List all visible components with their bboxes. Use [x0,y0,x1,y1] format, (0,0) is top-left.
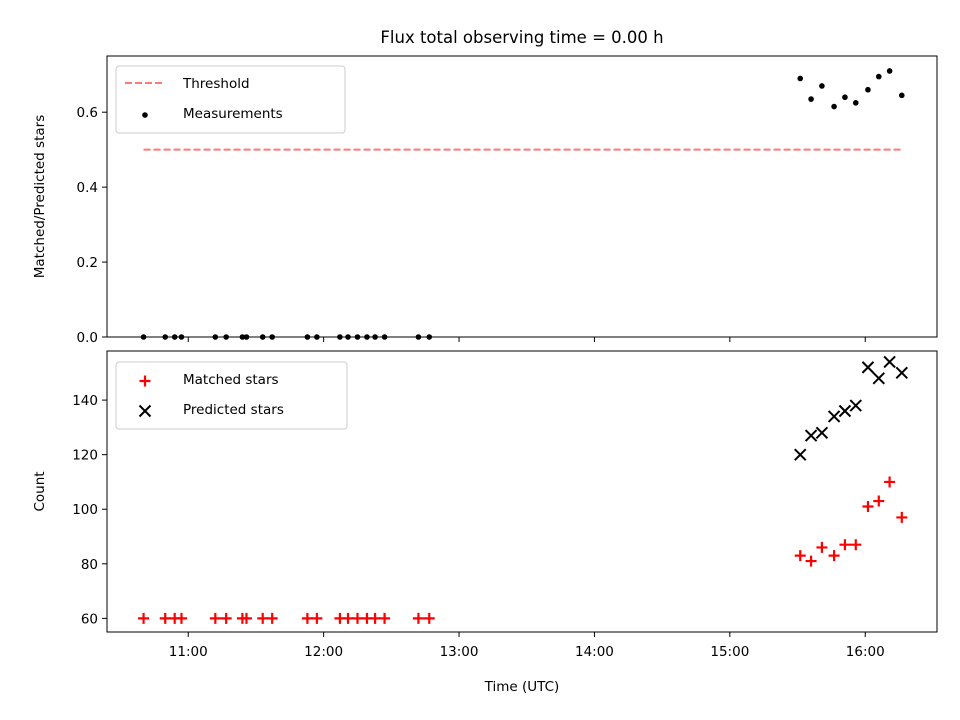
legend-entry-label: Threshold [182,76,250,92]
x-tick-label: 13:00 [440,644,479,660]
y-axis-label: Count [32,471,48,511]
legend-entry-label: Matched stars [183,372,279,388]
measurement-point [875,73,882,80]
matched-stars-point [828,550,840,562]
legend-x-swatch [138,404,152,418]
x-tick-label: 15:00 [710,644,749,660]
matched-stars-point [805,555,817,567]
matched-stars-point [862,501,874,513]
x-tick-label: 11:00 [169,644,208,660]
measurement-point [797,75,804,82]
x-tick-label: 14:00 [575,644,614,660]
series-predicted-stars [794,355,909,461]
matched-stars-point [138,612,150,624]
y-tick-label: 0.4 [77,180,98,196]
matched-stars-point [257,612,269,624]
matched-stars-point [839,539,851,551]
measurement-point [808,96,814,102]
y-tick-label: 0.6 [77,105,98,121]
matched-stars-point [816,541,828,553]
legend: Matched stars Predicted stars [115,361,348,430]
matched-stars-point [369,612,381,624]
predicted-stars-point [804,429,818,442]
measurement-point [886,68,893,74]
y-tick-label: 140 [72,393,98,409]
measurement-point [852,100,859,106]
predicted-stars-point [861,361,875,374]
matched-stars-point [311,612,323,624]
y-tick-label: 60 [81,611,98,627]
y-tick-label: 80 [81,557,98,573]
measurement-point [819,83,825,89]
series-matched-stars [138,476,908,624]
plot-frame [106,350,938,633]
matched-stars-point [412,612,424,624]
predicted-stars-point [815,426,829,440]
matched-stars-point [873,495,885,507]
matched-stars-point [794,550,806,562]
legend-plus-swatch [139,375,151,387]
predicted-stars-point [872,372,885,385]
legend-box [115,361,348,430]
measurement-point [831,103,837,110]
matched-stars-point [209,612,221,624]
predicted-stars-point [895,366,909,380]
legend-entry-label: Predicted stars [183,402,284,418]
measurement-point [842,94,848,101]
matched-stars-point [342,612,354,624]
plot-frame [106,55,938,338]
legend-dot-swatch [142,112,148,118]
legend: Threshold Measurements [115,65,346,134]
predicted-stars-point [827,410,841,423]
matched-stars-point [351,612,363,624]
matched-stars-point [240,612,252,624]
matched-stars-point [379,612,391,624]
matched-stars-point [301,612,313,624]
matched-stars-point [220,612,232,624]
measurement-point [898,92,905,99]
y-tick-label: 0.2 [77,255,98,271]
matched-stars-point [266,612,278,624]
matched-stars-point [896,511,908,523]
chart-title: Flux total observing time = 0.00 h [380,28,663,47]
predicted-stars-point [838,404,852,418]
matched-stars-point [850,539,862,551]
y-tick-label: 100 [72,502,98,518]
predicted-stars-point [883,355,896,369]
ratio-panel: Flux total observing time = 0.00 h 0.0 0.2… [32,28,938,346]
x-tick-label: 12:00 [304,644,343,660]
x-tick-label: 16:00 [846,644,885,660]
matched-stars-point [159,612,171,624]
predicted-stars-point [794,448,807,461]
y-axis-label: Matched/Predicted stars [32,115,48,278]
matched-stars-point [423,612,435,624]
y-tick-label: 0.0 [77,330,98,346]
matched-stars-point [884,476,896,488]
matched-stars-point [175,612,187,624]
y-tick-label: 120 [72,448,98,464]
legend-box [115,65,346,134]
count-panel: 60 80 100 120 140 11:00 12:00 13:00 14:00 15:00 16… [32,350,938,695]
x-axis-label: Time (UTC) [484,679,560,695]
legend-entry-label: Measurements [183,106,283,122]
measurement-point [865,86,871,93]
predicted-stars-point [849,399,862,412]
